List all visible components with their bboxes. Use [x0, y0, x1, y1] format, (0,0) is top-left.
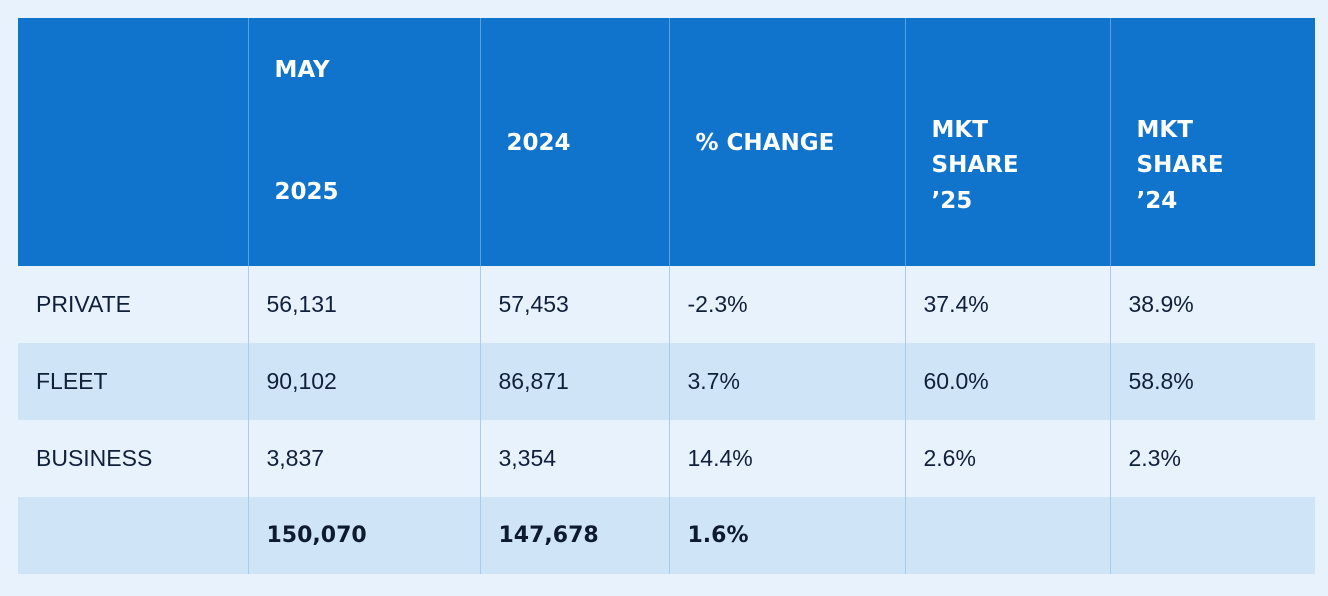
cell-2024: 57,453	[479, 266, 669, 343]
row-label: PRIVATE	[18, 266, 248, 343]
header-mkt-share-24-line1: MKT	[1136, 116, 1193, 143]
cell-pct-change: -2.3%	[668, 266, 905, 343]
header-mkt-share-25: MKT SHARE ’25	[904, 18, 1110, 266]
header-mkt-share-24-label: MKT SHARE ’24	[1137, 113, 1298, 220]
cell-mkt-share-25: 37.4%	[904, 266, 1110, 343]
cell-mkt-share-24: 2.3%	[1109, 420, 1315, 497]
cell-2024: 3,354	[479, 420, 669, 497]
header-mkt-share-24: MKT SHARE ’24	[1109, 18, 1315, 266]
header-row: MAY 2025 2024 % CHANGE MKT SHARE ’25 MKT…	[18, 18, 1315, 266]
header-2024: 2024	[479, 18, 669, 266]
total-2024: 147,678	[479, 497, 669, 574]
cell-pct-change: 3.7%	[668, 343, 905, 420]
header-mkt-share-24-line3: ’24	[1136, 187, 1178, 214]
header-empty-cell	[18, 18, 248, 266]
header-month-label: MAY	[274, 57, 330, 83]
header-2025: MAY 2025	[247, 18, 480, 266]
cell-2025: 3,837	[247, 420, 480, 497]
table-row-fleet: FLEET 90,102 86,871 3.7% 60.0% 58.8%	[18, 343, 1315, 420]
header-mkt-share-24-line2: SHARE	[1136, 152, 1224, 179]
row-label: BUSINESS	[18, 420, 248, 497]
cell-mkt-share-24: 58.8%	[1109, 343, 1315, 420]
cell-mkt-share-25: 60.0%	[904, 343, 1110, 420]
cell-2024: 86,871	[479, 343, 669, 420]
header-2025-label: 2025	[274, 179, 339, 205]
sales-comparison-table: MAY 2025 2024 % CHANGE MKT SHARE ’25 MKT…	[18, 18, 1315, 574]
cell-mkt-share-25: 2.6%	[904, 420, 1110, 497]
header-2024-label: 2024	[506, 130, 571, 157]
total-mkt-share-24	[1109, 497, 1315, 574]
total-mkt-share-25	[904, 497, 1110, 574]
header-mkt-share-25-label: MKT SHARE ’25	[932, 113, 1092, 220]
total-pct-change: 1.6%	[668, 497, 905, 574]
cell-2025: 90,102	[247, 343, 480, 420]
header-mkt-share-25-line1: MKT	[931, 116, 988, 143]
table-row-business: BUSINESS 3,837 3,354 14.4% 2.6% 2.3%	[18, 420, 1315, 497]
cell-mkt-share-24: 38.9%	[1109, 266, 1315, 343]
table-row-private: PRIVATE 56,131 57,453 -2.3% 37.4% 38.9%	[18, 266, 1315, 343]
header-mkt-share-25-line3: ’25	[931, 187, 973, 214]
header-pct-change-label: % CHANGE	[695, 130, 835, 157]
header-mkt-share-25-line2: SHARE	[931, 152, 1019, 179]
cell-pct-change: 14.4%	[668, 420, 905, 497]
total-2025: 150,070	[247, 497, 480, 574]
row-label: FLEET	[18, 343, 248, 420]
total-label	[18, 497, 248, 574]
header-pct-change: % CHANGE	[668, 18, 905, 266]
cell-2025: 56,131	[247, 266, 480, 343]
table-row-total: 150,070 147,678 1.6%	[18, 497, 1315, 574]
